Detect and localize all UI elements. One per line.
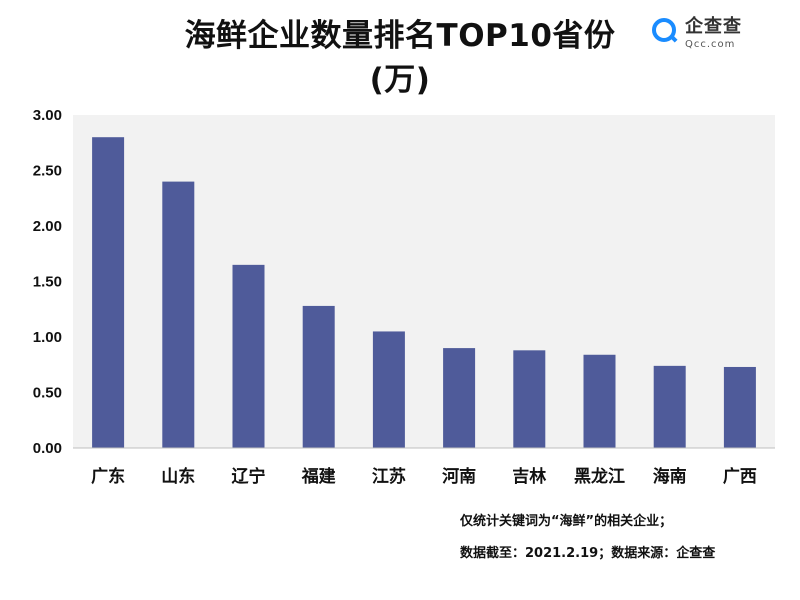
bar	[583, 354, 616, 448]
bar	[302, 305, 335, 448]
x-category-label: 广东	[91, 466, 125, 487]
bar	[162, 181, 195, 448]
bar	[443, 348, 476, 448]
x-axis: 广东 山东 辽宁 福建 江苏 河南 吉林 黑龙江 海南 广西	[91, 466, 757, 487]
bar	[372, 331, 405, 448]
chart-title: 海鲜企业数量排名TOP10省份 (万)	[150, 14, 650, 102]
bar	[92, 137, 125, 448]
logo-subtext: Qcc.com	[685, 39, 736, 50]
y-axis: 0.00 0.50 1.00 1.50 2.00 2.50 3.00	[33, 107, 62, 457]
y-tick-label: 1.50	[33, 274, 62, 291]
x-category-label: 江苏	[372, 466, 406, 487]
x-category-label: 黑龙江	[574, 466, 625, 487]
footnote-scope: 仅统计关键词为“海鲜”的相关企业；	[460, 514, 673, 529]
x-category-label: 山东	[161, 466, 195, 487]
bar	[653, 365, 686, 448]
footnote-source: 数据截至：2021.2.19；数据来源：企查查	[460, 546, 716, 561]
qcc-logo: 企查查 Qcc.com	[652, 16, 762, 56]
y-tick-label: 1.00	[33, 329, 62, 346]
bar	[232, 264, 265, 448]
bar	[513, 350, 546, 448]
magnifier-icon	[652, 18, 676, 42]
x-category-label: 海南	[653, 466, 687, 487]
y-tick-label: 2.00	[33, 218, 62, 235]
y-tick-label: 0.00	[33, 440, 62, 457]
x-category-label: 广西	[723, 466, 757, 487]
bar	[723, 366, 756, 448]
logo-name: 企查查	[685, 16, 742, 37]
y-tick-label: 2.50	[33, 163, 62, 180]
chart-title-line1: 海鲜企业数量排名TOP10省份	[184, 18, 616, 54]
x-category-label: 吉林	[512, 466, 546, 487]
chart-title-line2: (万)	[369, 62, 431, 98]
x-category-label: 福建	[301, 466, 336, 487]
bar-series	[92, 137, 756, 448]
y-tick-label: 0.50	[33, 385, 62, 402]
x-category-label: 河南	[442, 466, 476, 487]
y-tick-label: 3.00	[33, 107, 62, 124]
x-category-label: 辽宁	[232, 466, 266, 487]
